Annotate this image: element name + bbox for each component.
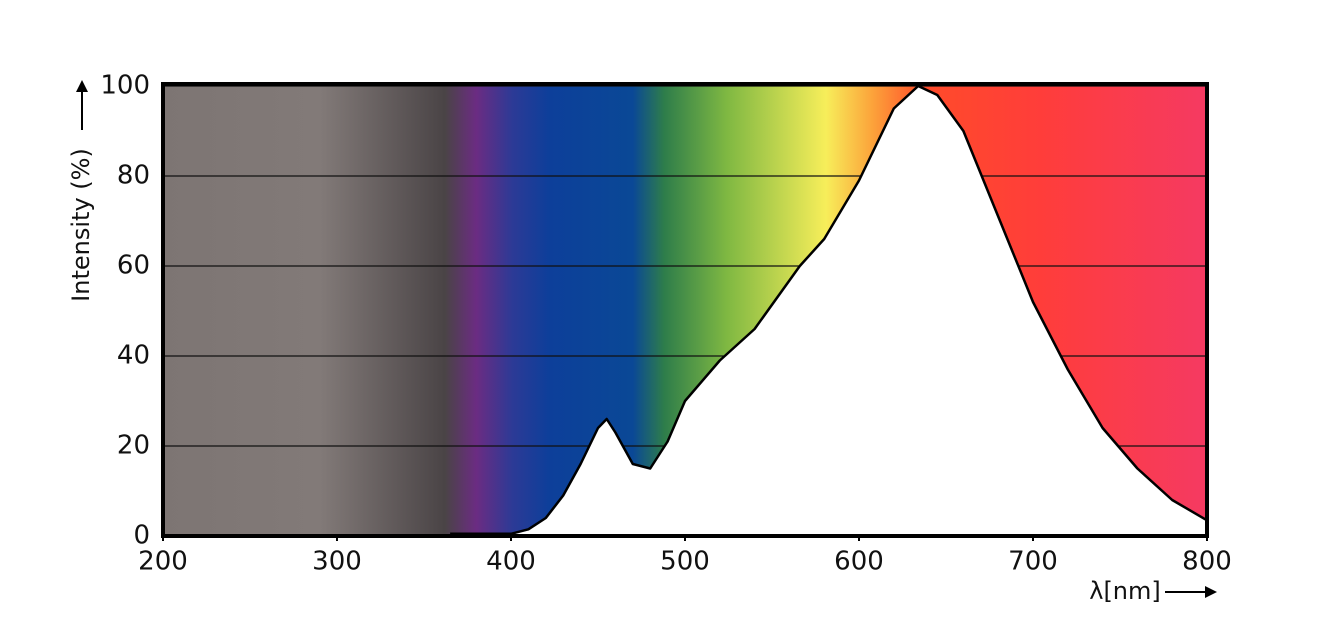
y-tick-label: 80 [117,161,150,191]
x-tick-label: 500 [660,547,710,577]
spectrum-line [450,84,1208,536]
x-tick-label: 400 [486,547,536,577]
y-axis-label: Intensity (%) [67,148,95,302]
x-tick-label: 700 [1008,547,1058,577]
y-tick-label: 0 [133,521,150,551]
y-tick-label: 100 [100,71,150,101]
x-axis-label: λ[nm] [1089,577,1161,605]
x-tick-label: 600 [834,547,884,577]
y-tick-label: 20 [117,431,150,461]
x-tick-label: 800 [1182,547,1232,577]
area-under-curve [450,86,1208,536]
y-arrow-head [76,80,88,92]
x-tick-label: 300 [312,547,362,577]
x-arrow-head [1205,586,1217,598]
y-tick-label: 40 [117,341,150,371]
x-tick-label: 200 [138,547,188,577]
y-tick-label: 60 [117,251,150,281]
